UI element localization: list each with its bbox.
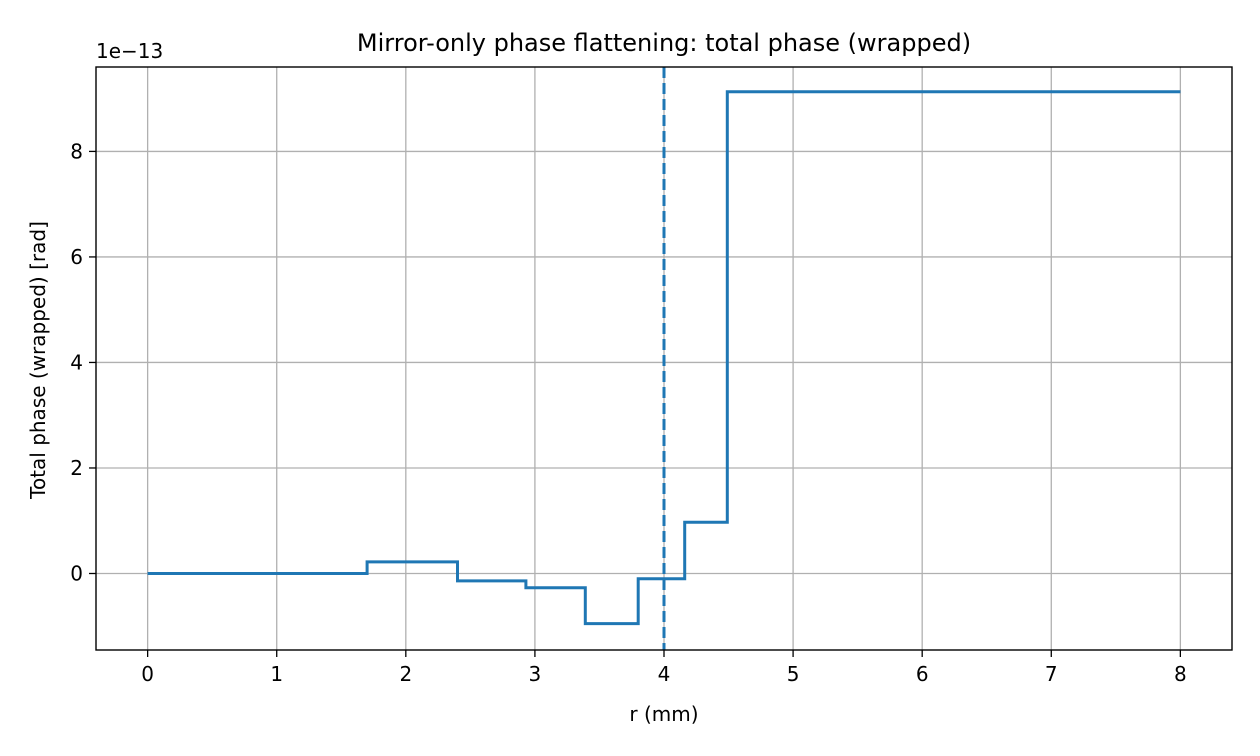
x-tick-label: 8 <box>1174 662 1187 686</box>
plot-area <box>147 67 1181 650</box>
x-tick-label: 4 <box>658 662 671 686</box>
x-tick-label: 3 <box>529 662 542 686</box>
x-axis-ticks: 0 1 2 3 4 5 6 7 8 <box>141 650 1187 686</box>
x-tick-label: 6 <box>916 662 929 686</box>
y-axis-offset-label: 1e−13 <box>96 39 163 63</box>
y-axis-label: Total phase (wrapped) [rad] <box>26 221 50 500</box>
y-tick-label: 0 <box>70 561 83 585</box>
y-tick-label: 2 <box>70 456 83 480</box>
y-axis-ticks: 0 2 4 6 8 <box>70 139 96 585</box>
y-tick-label: 6 <box>70 245 83 269</box>
y-tick-label: 8 <box>70 139 83 163</box>
x-tick-label: 1 <box>270 662 283 686</box>
x-tick-label: 0 <box>141 662 154 686</box>
x-tick-label: 5 <box>787 662 800 686</box>
x-tick-label: 2 <box>399 662 412 686</box>
y-tick-label: 4 <box>70 350 83 374</box>
x-tick-label: 7 <box>1045 662 1058 686</box>
series-line <box>147 90 1181 626</box>
x-axis-label: r (mm) <box>629 702 698 726</box>
chart-title: Mirror-only phase flattening: total phas… <box>357 29 971 57</box>
